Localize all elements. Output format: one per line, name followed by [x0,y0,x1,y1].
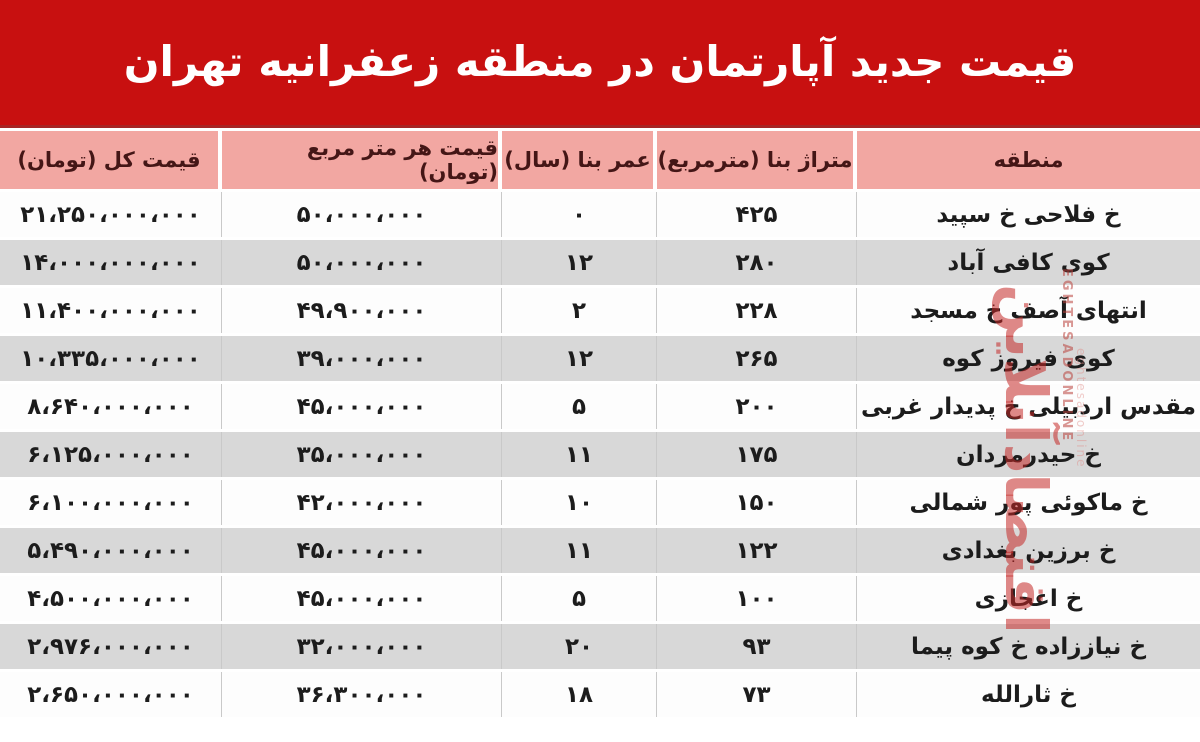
region-cell: خ ماکوئی پور شمالی [857,480,1200,525]
table-row: خ ماکوئی پور شمالی ۱۵۰ ۱۰ ۴۲،۰۰۰،۰۰۰ ۶،۱… [0,480,1200,525]
table-row: خ فلاحی خ سپید ۴۲۵ ۰ ۵۰،۰۰۰،۰۰۰ ۲۱،۲۵۰،۰… [0,192,1200,237]
age-cell: ۱۰ [502,480,657,525]
table-row: کوی فیروز کوه ۲۶۵ ۱۲ ۳۹،۰۰۰،۰۰۰ ۱۰،۳۳۵،۰… [0,336,1200,381]
area-cell: ۲۸۰ [657,240,857,285]
table-header-row: منطقه متراژ بنا (مترمربع) عمر بنا (سال) … [0,131,1200,189]
price-per-meter-cell: ۳۵،۰۰۰،۰۰۰ [222,432,502,477]
total-price-cell: ۴،۵۰۰،۰۰۰،۰۰۰ [0,576,222,621]
column-header-price-per-meter: قیمت هر متر مربع (تومان) [222,131,502,189]
area-cell: ۷۳ [657,672,857,717]
region-cell: خ برزین بغدادی [857,528,1200,573]
region-cell: انتهای آصف خ مسجد [857,288,1200,333]
total-price-cell: ۶،۱۲۵،۰۰۰،۰۰۰ [0,432,222,477]
price-per-meter-cell: ۴۹،۹۰۰،۰۰۰ [222,288,502,333]
total-price-cell: ۲،۶۵۰،۰۰۰،۰۰۰ [0,672,222,717]
region-cell: خ فلاحی خ سپید [857,192,1200,237]
region-cell: کوی فیروز کوه [857,336,1200,381]
column-header-area: متراژ بنا (مترمربع) [657,131,857,189]
area-cell: ۱۷۵ [657,432,857,477]
area-cell: ۴۲۵ [657,192,857,237]
column-header-region: منطقه [857,131,1200,189]
price-per-meter-cell: ۳۲،۰۰۰،۰۰۰ [222,624,502,669]
age-cell: ۰ [502,192,657,237]
total-price-cell: ۲،۹۷۶،۰۰۰،۰۰۰ [0,624,222,669]
price-per-meter-cell: ۴۵،۰۰۰،۰۰۰ [222,528,502,573]
price-table: منطقه متراژ بنا (مترمربع) عمر بنا (سال) … [0,131,1200,717]
age-cell: ۱۲ [502,240,657,285]
total-price-cell: ۱۰،۳۳۵،۰۰۰،۰۰۰ [0,336,222,381]
total-price-cell: ۱۴،۰۰۰،۰۰۰،۰۰۰ [0,240,222,285]
age-cell: ۱۸ [502,672,657,717]
table-row: خ ثارالله ۷۳ ۱۸ ۳۶،۳۰۰،۰۰۰ ۲،۶۵۰،۰۰۰،۰۰۰ [0,672,1200,717]
age-cell: ۲۰ [502,624,657,669]
total-price-cell: ۱۱،۴۰۰،۰۰۰،۰۰۰ [0,288,222,333]
region-cell: خ نیاززاده خ کوه پیما [857,624,1200,669]
area-cell: ۹۳ [657,624,857,669]
column-header-age: عمر بنا (سال) [502,131,657,189]
price-per-meter-cell: ۴۵،۰۰۰،۰۰۰ [222,384,502,429]
region-cell: مقدس اردبیلی خ پدیدار غربی [857,384,1200,429]
age-cell: ۱۲ [502,336,657,381]
area-cell: ۲۲۸ [657,288,857,333]
total-price-cell: ۵،۴۹۰،۰۰۰،۰۰۰ [0,528,222,573]
price-per-meter-cell: ۴۵،۰۰۰،۰۰۰ [222,576,502,621]
age-cell: ۵ [502,384,657,429]
area-cell: ۲۶۵ [657,336,857,381]
price-per-meter-cell: ۵۰،۰۰۰،۰۰۰ [222,240,502,285]
total-price-cell: ۲۱،۲۵۰،۰۰۰،۰۰۰ [0,192,222,237]
page-title: قیمت جدید آپارتمان در منطقه زعفرانیه تهر… [123,37,1077,87]
table-row: خ نیاززاده خ کوه پیما ۹۳ ۲۰ ۳۲،۰۰۰،۰۰۰ ۲… [0,624,1200,669]
age-cell: ۲ [502,288,657,333]
price-per-meter-cell: ۵۰،۰۰۰،۰۰۰ [222,192,502,237]
table-row: خ اعجازی ۱۰۰ ۵ ۴۵،۰۰۰،۰۰۰ ۴،۵۰۰،۰۰۰،۰۰۰ [0,576,1200,621]
table-row: کوی کافی آباد ۲۸۰ ۱۲ ۵۰،۰۰۰،۰۰۰ ۱۴،۰۰۰،۰… [0,240,1200,285]
column-header-total-price: قیمت کل (تومان) [0,131,222,189]
region-cell: کوی کافی آباد [857,240,1200,285]
table-row: خ برزین بغدادی ۱۲۲ ۱۱ ۴۵،۰۰۰،۰۰۰ ۵،۴۹۰،۰… [0,528,1200,573]
age-cell: ۵ [502,576,657,621]
price-per-meter-cell: ۳۶،۳۰۰،۰۰۰ [222,672,502,717]
region-cell: خ ثارالله [857,672,1200,717]
age-cell: ۱۱ [502,528,657,573]
table-row: خ حیدرمردان ۱۷۵ ۱۱ ۳۵،۰۰۰،۰۰۰ ۶،۱۲۵،۰۰۰،… [0,432,1200,477]
region-cell: خ اعجازی [857,576,1200,621]
total-price-cell: ۸،۶۴۰،۰۰۰،۰۰۰ [0,384,222,429]
age-cell: ۱۱ [502,432,657,477]
table-row: انتهای آصف خ مسجد ۲۲۸ ۲ ۴۹،۹۰۰،۰۰۰ ۱۱،۴۰… [0,288,1200,333]
table-row: مقدس اردبیلی خ پدیدار غربی ۲۰۰ ۵ ۴۵،۰۰۰،… [0,384,1200,429]
title-banner: قیمت جدید آپارتمان در منطقه زعفرانیه تهر… [0,0,1200,128]
area-cell: ۲۰۰ [657,384,857,429]
price-per-meter-cell: ۴۲،۰۰۰،۰۰۰ [222,480,502,525]
area-cell: ۱۵۰ [657,480,857,525]
area-cell: ۱۲۲ [657,528,857,573]
area-cell: ۱۰۰ [657,576,857,621]
price-per-meter-cell: ۳۹،۰۰۰،۰۰۰ [222,336,502,381]
total-price-cell: ۶،۱۰۰،۰۰۰،۰۰۰ [0,480,222,525]
region-cell: خ حیدرمردان [857,432,1200,477]
